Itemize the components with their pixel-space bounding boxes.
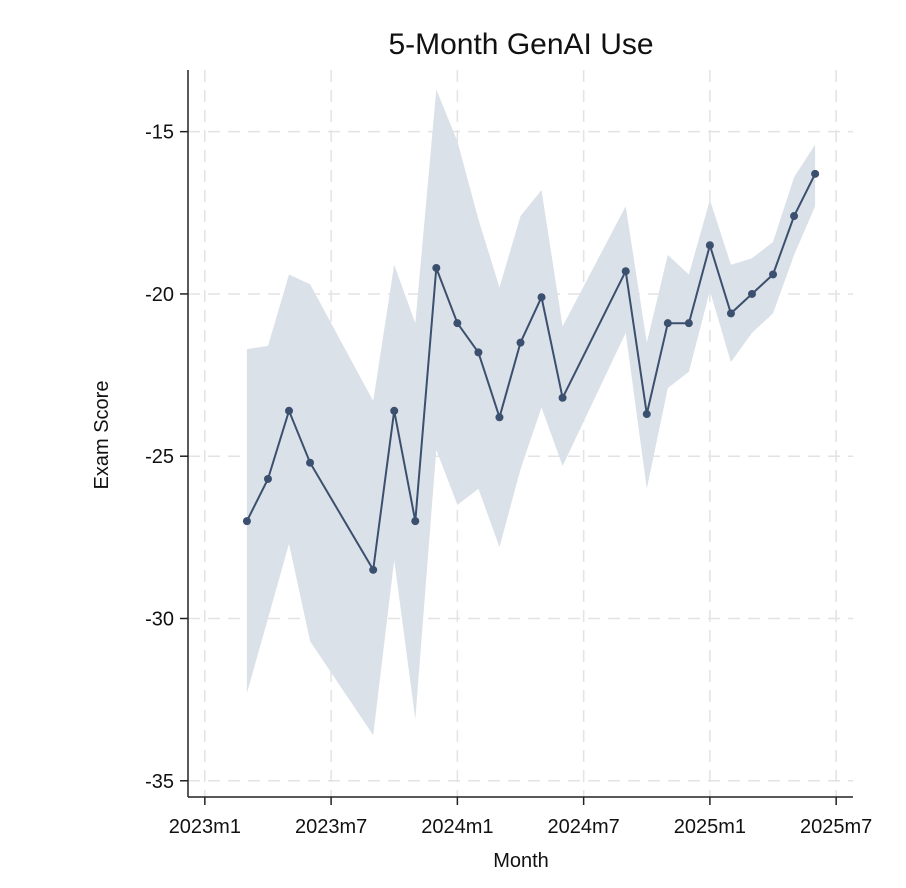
data-point (558, 393, 567, 402)
x-axis-ticks: 2023m1 2023m7 2024m1 2024m7 2025m1 2025m7 (169, 797, 872, 838)
y-tick-label: -15 (145, 122, 174, 144)
confidence-band (246, 89, 816, 736)
data-point (621, 267, 630, 276)
y-tick-label: -20 (145, 284, 174, 306)
confidence-band-area (246, 89, 816, 736)
data-point (390, 406, 399, 415)
data-point (769, 270, 778, 279)
data-point (684, 319, 693, 328)
data-point (811, 169, 820, 178)
exam-score-line (246, 173, 816, 573)
chart-title: 5-Month GenAI Use (388, 28, 653, 61)
data-point (747, 289, 756, 298)
x-tick-label: 2023m7 (295, 816, 367, 838)
axes (187, 70, 853, 798)
data-point (285, 406, 294, 415)
data-point (516, 338, 525, 347)
y-tick-label: -25 (145, 446, 174, 468)
data-point (495, 413, 504, 422)
x-tick-label: 2024m1 (421, 816, 493, 838)
data-point (263, 474, 272, 483)
data-point (642, 410, 651, 419)
data-point (705, 241, 714, 250)
data-point (242, 517, 251, 526)
y-axis-ticks: -15 -20 -25 -30 -35 (145, 122, 188, 793)
y-tick-label: -30 (145, 608, 174, 630)
data-point (474, 348, 483, 357)
y-tick-label: -35 (145, 771, 174, 793)
data-point (411, 517, 420, 526)
x-tick-label: 2025m7 (800, 816, 872, 838)
data-point (537, 293, 546, 302)
x-tick-label: 2025m1 (674, 816, 746, 838)
data-point (726, 309, 735, 318)
series-line (246, 173, 816, 573)
data-point (306, 458, 315, 467)
data-point (369, 565, 378, 574)
data-point (663, 319, 672, 328)
data-points (242, 169, 820, 574)
data-point (790, 212, 799, 221)
data-point (453, 319, 462, 328)
data-point (432, 263, 441, 272)
x-axis-label: Month (493, 850, 549, 872)
y-axis-label: Exam Score (91, 381, 113, 490)
x-tick-label: 2024m7 (547, 816, 619, 838)
x-tick-label: 2023m1 (169, 816, 241, 838)
